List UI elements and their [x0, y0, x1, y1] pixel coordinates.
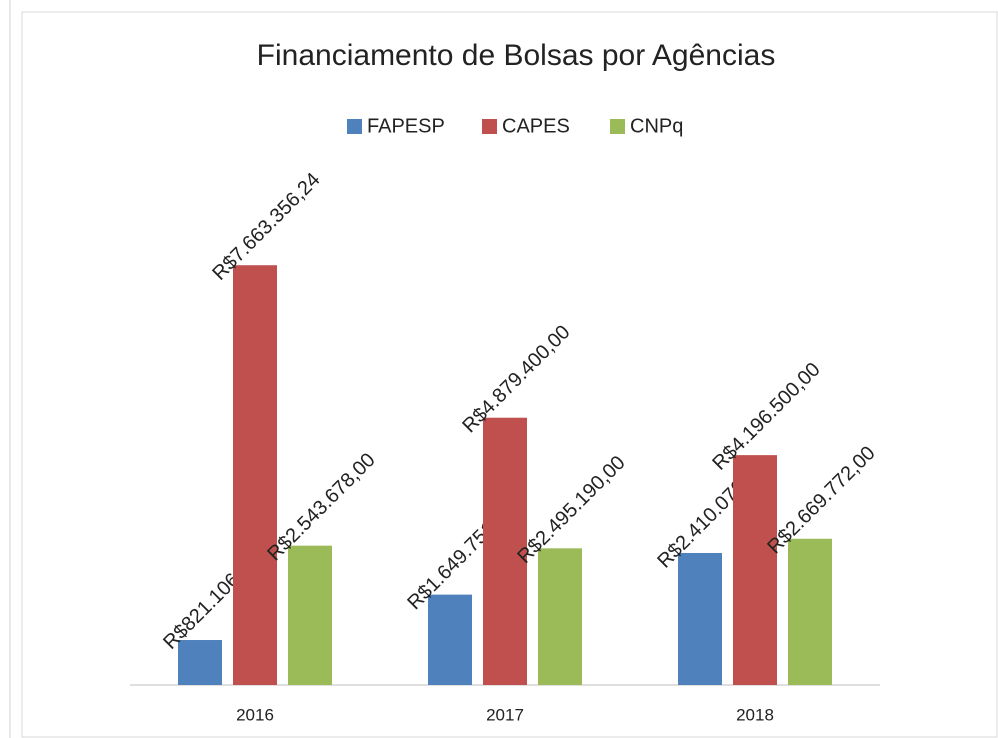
- bar: [788, 538, 832, 685]
- chart-frame: [21, 11, 998, 738]
- bar: [538, 548, 582, 685]
- bar: [483, 417, 527, 685]
- x-tick-label: 2016: [236, 705, 274, 724]
- x-tick-label: 2018: [736, 705, 774, 724]
- x-tick-label: 2017: [486, 705, 524, 724]
- bar: [178, 640, 222, 685]
- legend-label: CNPq: [630, 115, 683, 137]
- bar: [233, 265, 277, 685]
- bar: [288, 545, 332, 685]
- bar: [428, 594, 472, 685]
- chart-title: Financiamento de Bolsas por Agências: [257, 39, 776, 72]
- legend-swatch: [482, 119, 497, 134]
- legend-label: FAPESP: [367, 115, 445, 137]
- legend-swatch: [610, 119, 625, 134]
- bar: [678, 552, 722, 685]
- legend-swatch: [347, 119, 362, 134]
- bar: [733, 455, 777, 685]
- legend-label: CAPES: [502, 115, 570, 137]
